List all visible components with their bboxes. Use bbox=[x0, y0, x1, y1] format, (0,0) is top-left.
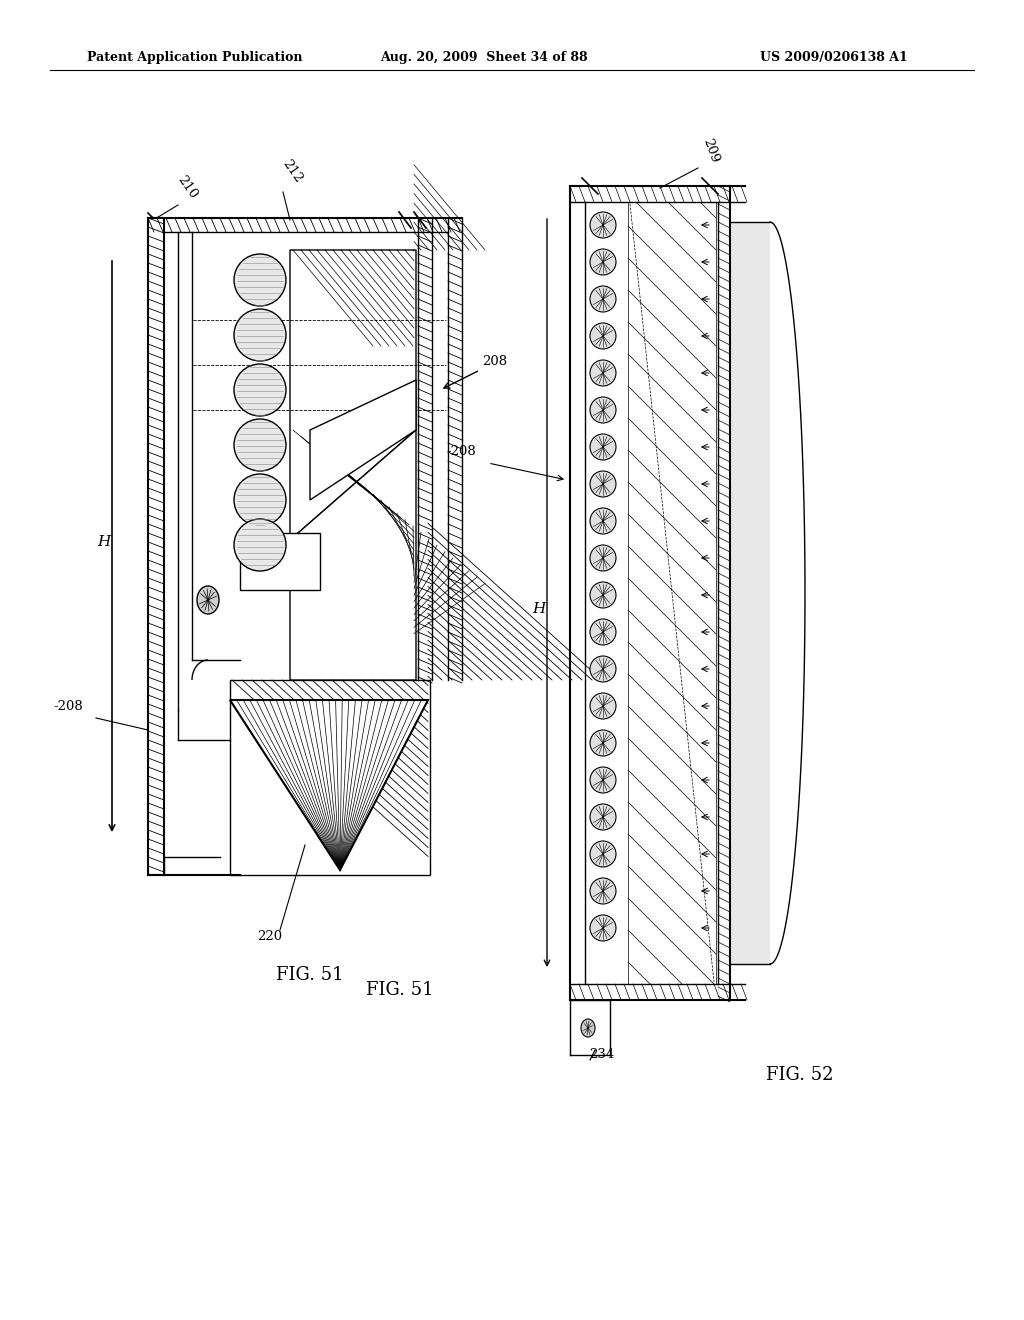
Polygon shape bbox=[310, 380, 416, 500]
Polygon shape bbox=[230, 680, 430, 875]
Circle shape bbox=[590, 360, 616, 385]
Circle shape bbox=[590, 213, 616, 238]
Text: 220: 220 bbox=[257, 931, 283, 942]
Bar bbox=[570, 186, 745, 202]
Bar bbox=[148, 218, 164, 875]
Circle shape bbox=[590, 323, 616, 348]
Ellipse shape bbox=[581, 1019, 595, 1038]
Text: H: H bbox=[532, 602, 546, 616]
Polygon shape bbox=[290, 430, 416, 680]
Text: 212: 212 bbox=[280, 157, 305, 185]
Circle shape bbox=[590, 619, 616, 645]
Text: 209: 209 bbox=[700, 137, 721, 165]
Circle shape bbox=[234, 418, 286, 471]
Circle shape bbox=[590, 878, 616, 904]
Bar bbox=[730, 222, 770, 964]
Circle shape bbox=[590, 545, 616, 572]
Text: Patent Application Publication: Patent Application Publication bbox=[87, 50, 302, 63]
Circle shape bbox=[590, 841, 616, 867]
Circle shape bbox=[590, 915, 616, 941]
Text: 210: 210 bbox=[175, 173, 200, 201]
Text: H: H bbox=[97, 535, 111, 549]
Circle shape bbox=[234, 253, 286, 306]
Circle shape bbox=[590, 582, 616, 609]
Text: -208: -208 bbox=[53, 700, 83, 713]
Text: 208: 208 bbox=[482, 355, 507, 368]
Circle shape bbox=[590, 434, 616, 459]
Bar bbox=[628, 202, 716, 983]
Polygon shape bbox=[290, 249, 416, 540]
Text: FIG. 51: FIG. 51 bbox=[367, 981, 434, 999]
Ellipse shape bbox=[197, 586, 219, 614]
Circle shape bbox=[234, 474, 286, 525]
Circle shape bbox=[590, 767, 616, 793]
Circle shape bbox=[590, 693, 616, 719]
Text: FIG. 51: FIG. 51 bbox=[276, 966, 344, 983]
Circle shape bbox=[234, 309, 286, 360]
Circle shape bbox=[590, 730, 616, 756]
Circle shape bbox=[590, 656, 616, 682]
Circle shape bbox=[590, 471, 616, 498]
Text: -208: -208 bbox=[446, 445, 476, 458]
Text: Aug. 20, 2009  Sheet 34 of 88: Aug. 20, 2009 Sheet 34 of 88 bbox=[380, 50, 588, 63]
Text: 234: 234 bbox=[590, 1048, 614, 1061]
Circle shape bbox=[590, 804, 616, 830]
Circle shape bbox=[590, 249, 616, 275]
Circle shape bbox=[590, 508, 616, 535]
Text: FIG. 52: FIG. 52 bbox=[766, 1067, 834, 1084]
Circle shape bbox=[234, 519, 286, 572]
Circle shape bbox=[590, 397, 616, 422]
Bar bbox=[240, 533, 319, 590]
Polygon shape bbox=[230, 700, 428, 870]
Text: US 2009/0206138 A1: US 2009/0206138 A1 bbox=[760, 50, 907, 63]
Circle shape bbox=[590, 286, 616, 312]
Circle shape bbox=[234, 364, 286, 416]
